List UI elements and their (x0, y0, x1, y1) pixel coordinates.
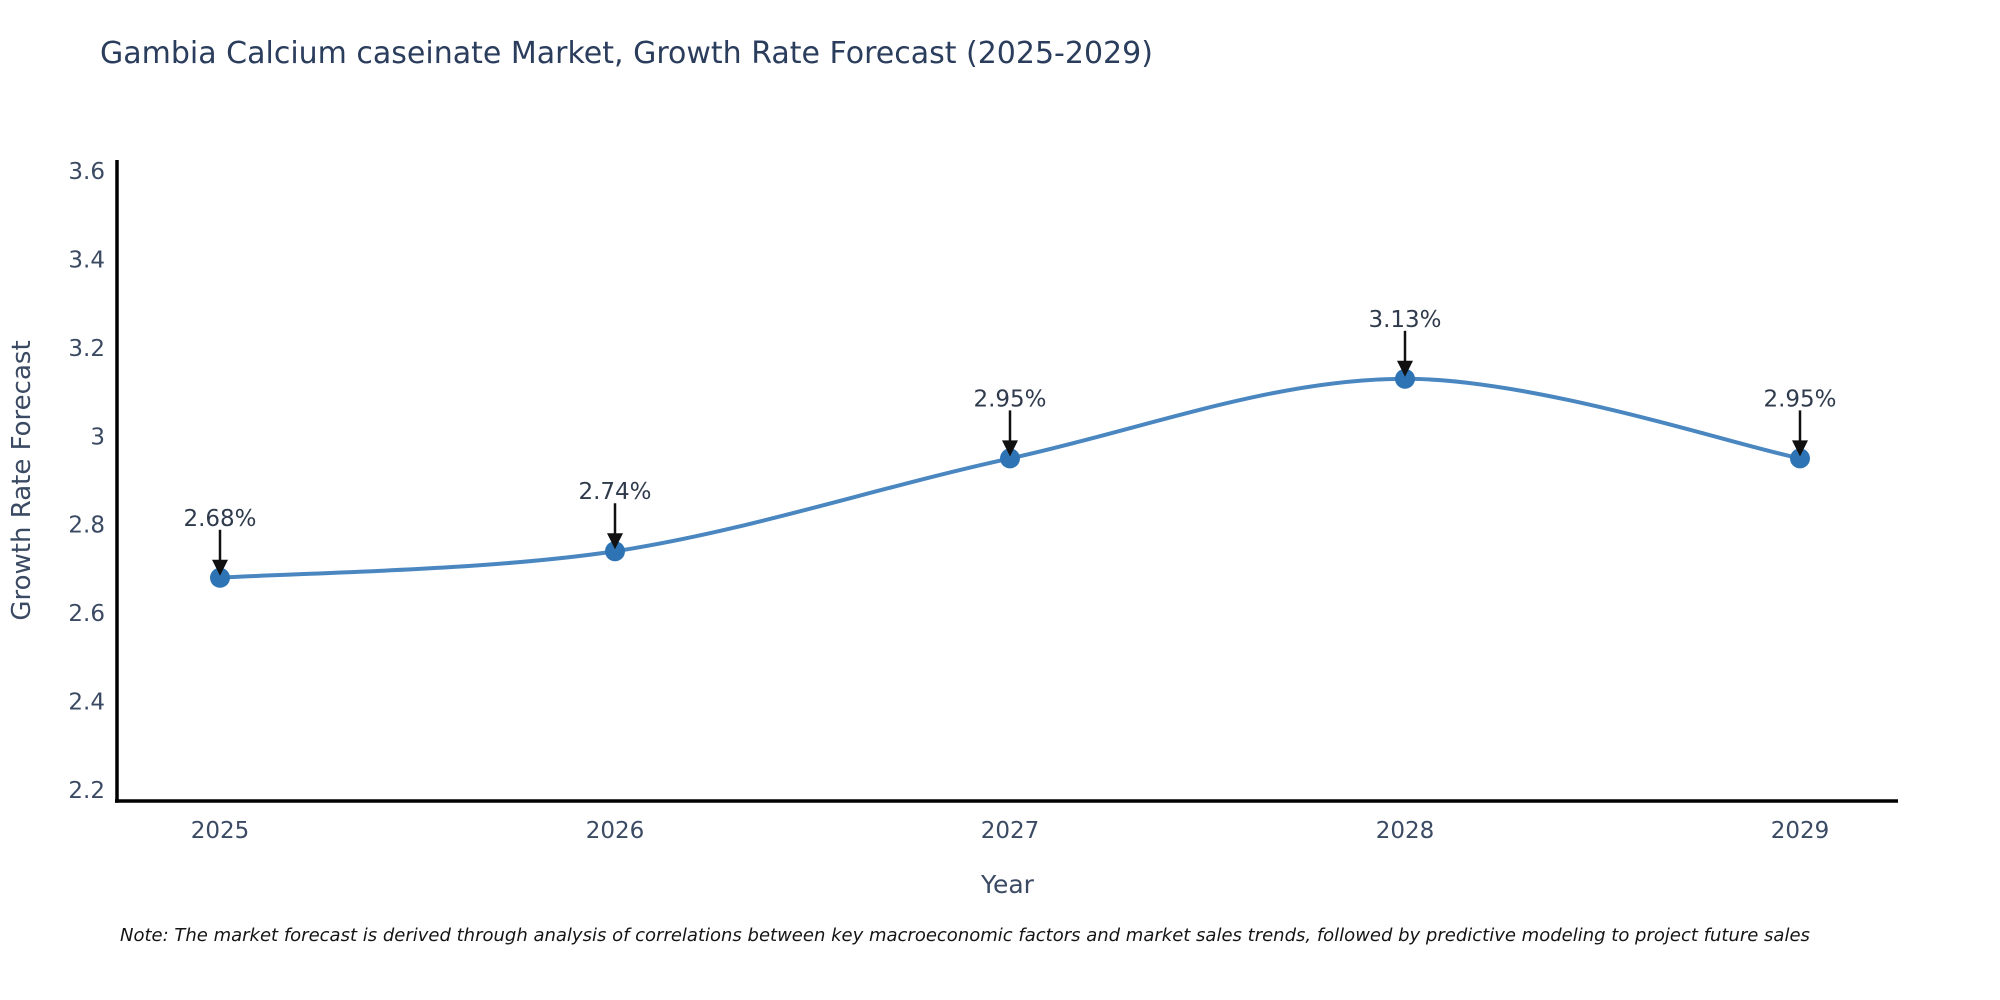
x-tick-label: 2027 (981, 818, 1040, 844)
x-tick-label: 2028 (1376, 818, 1435, 844)
y-tick-label: 2.8 (68, 513, 105, 539)
chart-title: Gambia Calcium caseinate Market, Growth … (100, 36, 1153, 71)
x-axis-title: Year (980, 870, 1035, 899)
data-point-label: 2.74% (578, 479, 651, 505)
data-point-label: 2.68% (183, 506, 256, 532)
y-tick-label: 3.4 (68, 247, 105, 273)
data-point-label: 2.95% (973, 386, 1046, 412)
data-point-label: 2.95% (1763, 386, 1836, 412)
data-point-marker (1000, 448, 1020, 469)
x-tick-label: 2029 (1771, 818, 1830, 844)
y-tick-label: 3 (90, 424, 105, 450)
y-tick-label: 2.6 (68, 601, 105, 627)
x-tick-label: 2026 (586, 818, 645, 844)
data-point-marker (210, 567, 230, 588)
data-point-marker (1790, 448, 1810, 469)
footnote: Note: The market forecast is derived thr… (120, 925, 1810, 946)
y-tick-label: 2.4 (68, 690, 105, 716)
annotation-arrow-head (1002, 440, 1018, 457)
x-tick-label: 2025 (191, 818, 250, 844)
annotation-arrow-head (212, 559, 228, 576)
annotation-arrow-head (607, 533, 623, 550)
data-point-label: 3.13% (1368, 307, 1441, 333)
annotation-arrow-head (1792, 440, 1808, 457)
y-axis-title: Growth Rate Forecast (7, 340, 37, 620)
data-point-marker (605, 541, 625, 562)
y-tick-label: 3.6 (68, 159, 105, 185)
y-tick-label: 2.2 (68, 778, 105, 804)
y-tick-label: 3.2 (68, 336, 105, 362)
annotation-arrow-head (1397, 360, 1413, 377)
data-point-marker (1395, 368, 1415, 389)
